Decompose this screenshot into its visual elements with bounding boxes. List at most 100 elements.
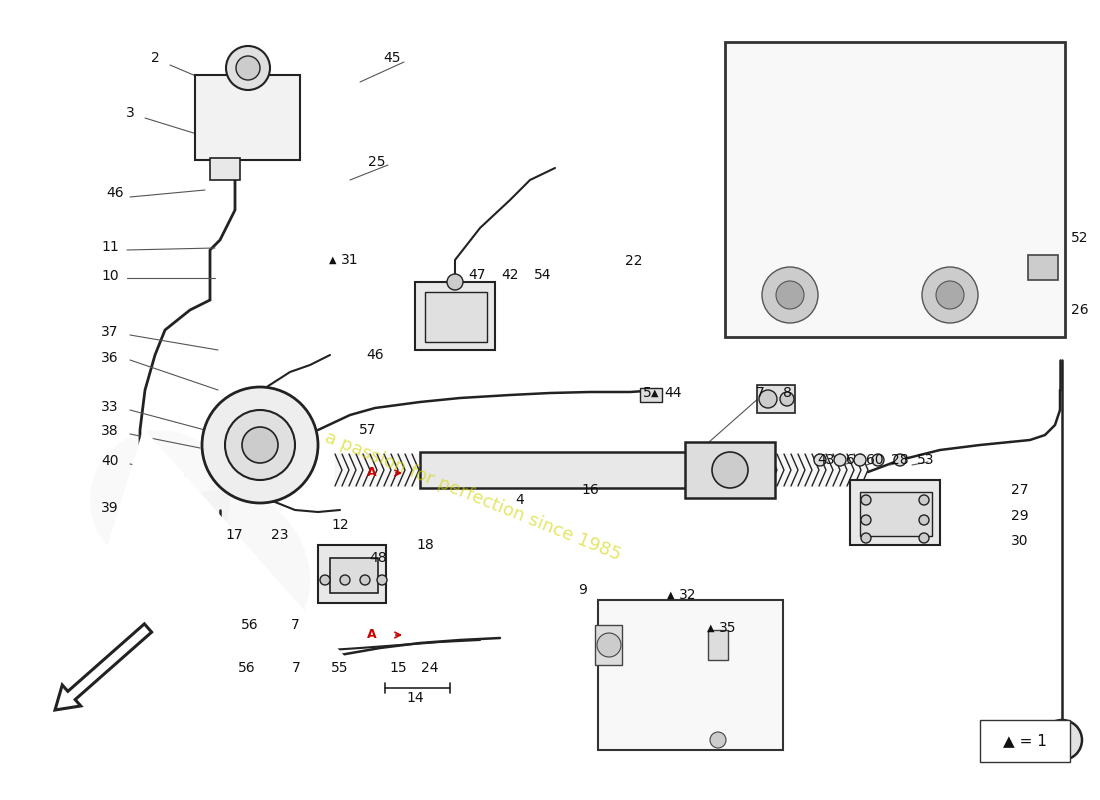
Text: 52: 52 <box>1071 231 1089 245</box>
Bar <box>640 388 662 402</box>
Bar <box>195 75 300 160</box>
Circle shape <box>762 267 818 323</box>
Bar <box>425 292 487 342</box>
Text: 38: 38 <box>101 424 119 438</box>
Text: 32: 32 <box>680 588 696 602</box>
Text: 29: 29 <box>1011 509 1028 523</box>
Text: 30: 30 <box>1011 534 1028 548</box>
Circle shape <box>780 392 794 406</box>
Circle shape <box>814 454 826 466</box>
Circle shape <box>130 490 310 670</box>
Text: 55: 55 <box>331 661 349 675</box>
Text: 46: 46 <box>366 348 384 362</box>
Text: 37: 37 <box>101 325 119 339</box>
Circle shape <box>236 56 260 80</box>
Bar <box>757 385 795 413</box>
Bar <box>725 42 1065 337</box>
Circle shape <box>710 732 726 748</box>
Circle shape <box>226 46 270 90</box>
Circle shape <box>712 452 748 488</box>
Bar <box>415 282 495 350</box>
Circle shape <box>320 575 330 585</box>
Circle shape <box>377 575 387 585</box>
Text: 44: 44 <box>664 386 682 400</box>
Text: 26: 26 <box>1071 303 1089 317</box>
Circle shape <box>90 430 230 570</box>
Text: 35: 35 <box>719 621 737 635</box>
Polygon shape <box>740 148 1055 310</box>
Bar <box>980 720 1070 762</box>
Circle shape <box>861 495 871 505</box>
Circle shape <box>759 390 777 408</box>
Circle shape <box>861 515 871 525</box>
Text: 5: 5 <box>642 386 651 400</box>
FancyArrow shape <box>55 624 152 710</box>
Text: 28: 28 <box>891 453 909 467</box>
Bar <box>595 625 621 665</box>
Text: 31: 31 <box>341 253 359 267</box>
Bar <box>598 600 783 750</box>
Text: 15: 15 <box>389 661 407 675</box>
Bar <box>1028 255 1058 280</box>
Circle shape <box>340 575 350 585</box>
Text: 6: 6 <box>846 453 855 467</box>
Text: 53: 53 <box>917 453 935 467</box>
Circle shape <box>1042 720 1082 760</box>
Bar <box>330 558 378 593</box>
Text: 56: 56 <box>241 618 258 632</box>
Text: 7: 7 <box>756 386 764 400</box>
Text: ▲: ▲ <box>329 255 337 265</box>
Text: 43: 43 <box>817 453 835 467</box>
Circle shape <box>872 454 884 466</box>
Text: 14: 14 <box>406 691 424 705</box>
Text: 27: 27 <box>1011 483 1028 497</box>
Text: 17: 17 <box>226 528 243 542</box>
Text: 16: 16 <box>581 483 598 497</box>
Text: ▲: ▲ <box>668 590 674 600</box>
Text: 46: 46 <box>107 186 124 200</box>
Circle shape <box>918 533 930 543</box>
Circle shape <box>936 281 964 309</box>
Text: 36: 36 <box>101 351 119 365</box>
Text: 23: 23 <box>272 528 288 542</box>
Text: 18: 18 <box>416 538 433 552</box>
Text: ▲ = 1: ▲ = 1 <box>1003 734 1047 749</box>
Text: 22: 22 <box>625 254 642 268</box>
Text: 54: 54 <box>535 268 552 282</box>
Text: 45: 45 <box>383 51 400 65</box>
Circle shape <box>918 515 930 525</box>
Text: 39: 39 <box>101 501 119 515</box>
Bar <box>420 452 770 488</box>
Text: ▲: ▲ <box>651 388 659 398</box>
Text: 57: 57 <box>360 423 376 437</box>
Text: 2: 2 <box>151 51 160 65</box>
Circle shape <box>834 454 846 466</box>
Text: 24: 24 <box>421 661 439 675</box>
Text: 9: 9 <box>579 583 587 597</box>
Bar <box>708 630 728 660</box>
Text: 40: 40 <box>101 454 119 468</box>
Circle shape <box>918 495 930 505</box>
Text: 25: 25 <box>368 155 386 169</box>
Circle shape <box>226 410 295 480</box>
Text: 56: 56 <box>239 661 256 675</box>
Circle shape <box>776 281 804 309</box>
Text: 3: 3 <box>125 106 134 120</box>
Text: 47: 47 <box>469 268 486 282</box>
Bar <box>860 492 932 536</box>
Text: 7: 7 <box>290 618 299 632</box>
Bar <box>685 442 775 498</box>
Text: 8: 8 <box>782 386 791 400</box>
Bar <box>210 158 240 180</box>
Text: A: A <box>367 629 377 642</box>
Circle shape <box>360 575 370 585</box>
Circle shape <box>861 533 871 543</box>
Circle shape <box>447 274 463 290</box>
Text: 33: 33 <box>101 400 119 414</box>
Bar <box>318 545 386 603</box>
Text: A: A <box>367 466 377 479</box>
Text: 48: 48 <box>370 551 387 565</box>
Text: 42: 42 <box>502 268 519 282</box>
Circle shape <box>597 633 622 657</box>
Text: 7: 7 <box>292 661 300 675</box>
